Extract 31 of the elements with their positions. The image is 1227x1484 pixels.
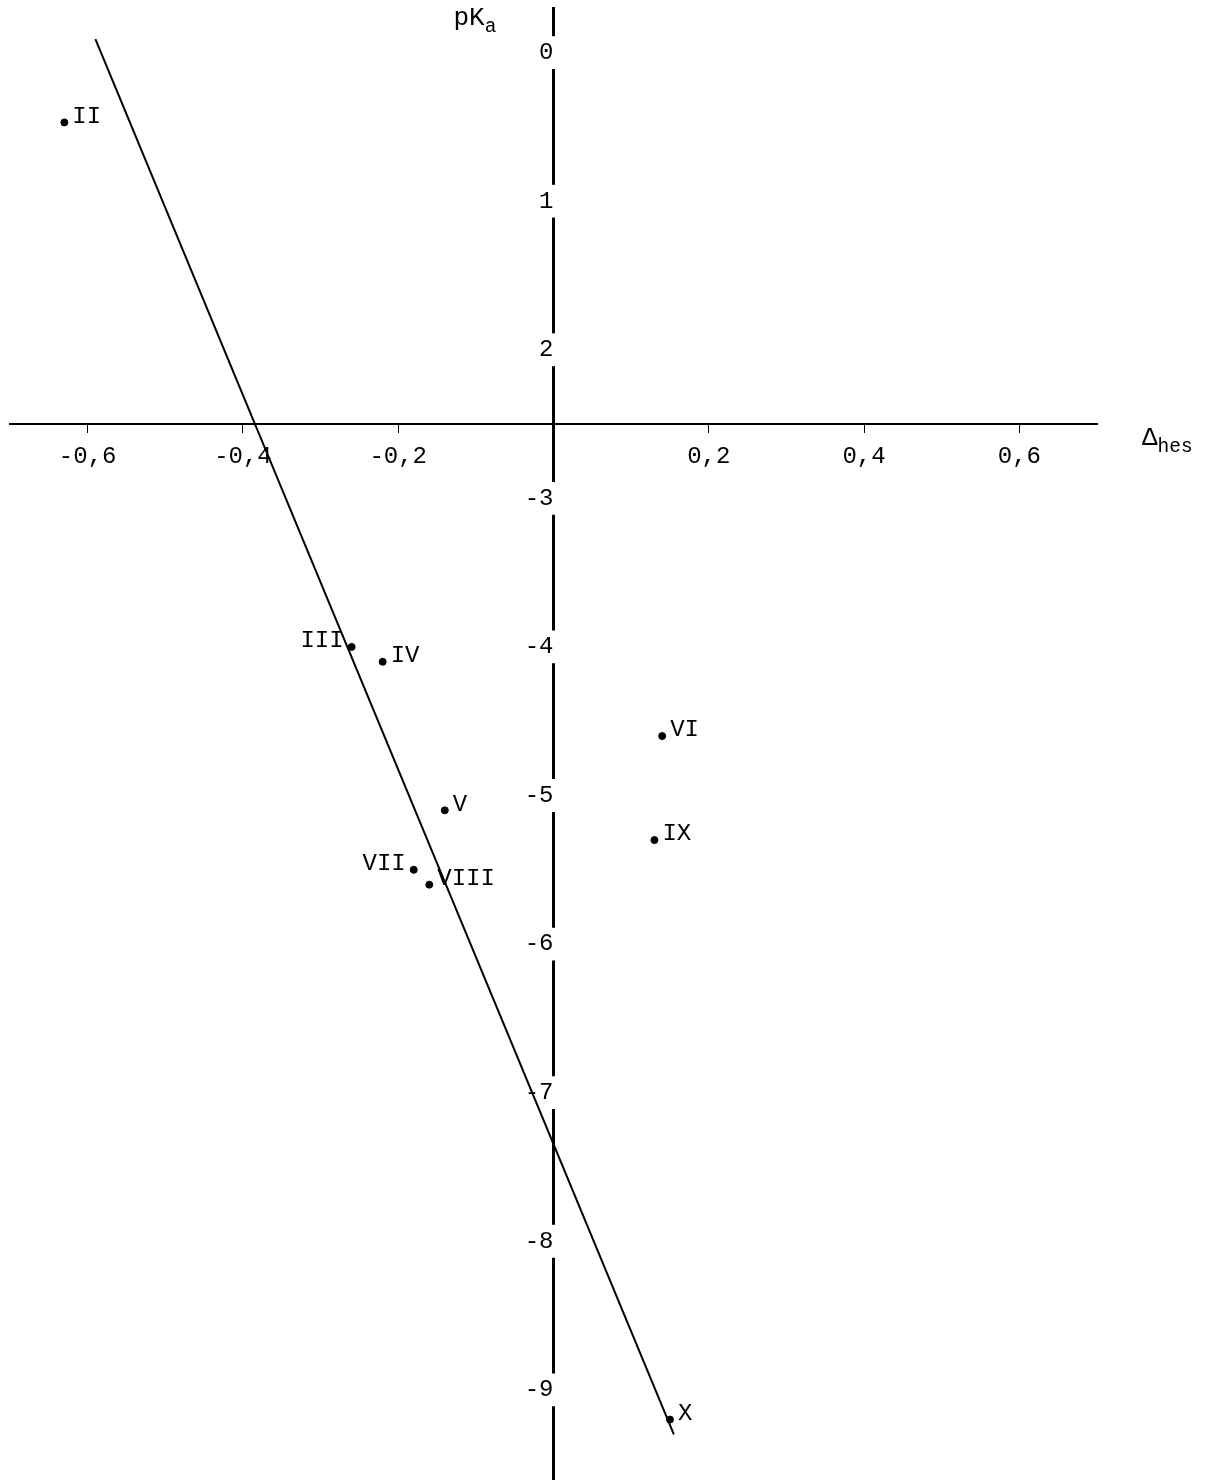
y-tick-label: 1 [539,187,554,215]
y-tick-label: -9 [524,1376,554,1404]
point [378,657,387,666]
y-tick-label: 0 [539,38,554,66]
point [409,865,418,874]
point [665,1415,674,1424]
y-tick-label: -3 [524,484,554,512]
point [440,806,449,815]
x-tick-label: 0,2 [687,442,731,470]
x-tick-label: 0,4 [842,442,886,470]
point [347,642,356,651]
annotation: II [72,102,102,130]
y-tick-label: -6 [524,930,554,958]
point [60,118,69,127]
x-tick-label: -0,2 [369,442,428,470]
y-tick-label: 2 [539,336,554,364]
x-tick-label: 0,6 [997,442,1041,470]
y-tick-label: -5 [524,781,554,809]
y-tick-label: -8 [524,1227,554,1255]
point [650,836,659,845]
annotation: VII [362,850,406,878]
annotation: IV [390,642,421,670]
annotation: V [452,790,468,818]
point [425,880,434,889]
annotation: III [300,627,344,655]
x-tick-label: -0,6 [58,442,117,470]
annotation: VI [670,716,700,744]
point [658,732,667,741]
y-tick-label: -4 [524,633,554,661]
annotation: X [677,1399,693,1427]
annotation: IX [662,820,692,848]
